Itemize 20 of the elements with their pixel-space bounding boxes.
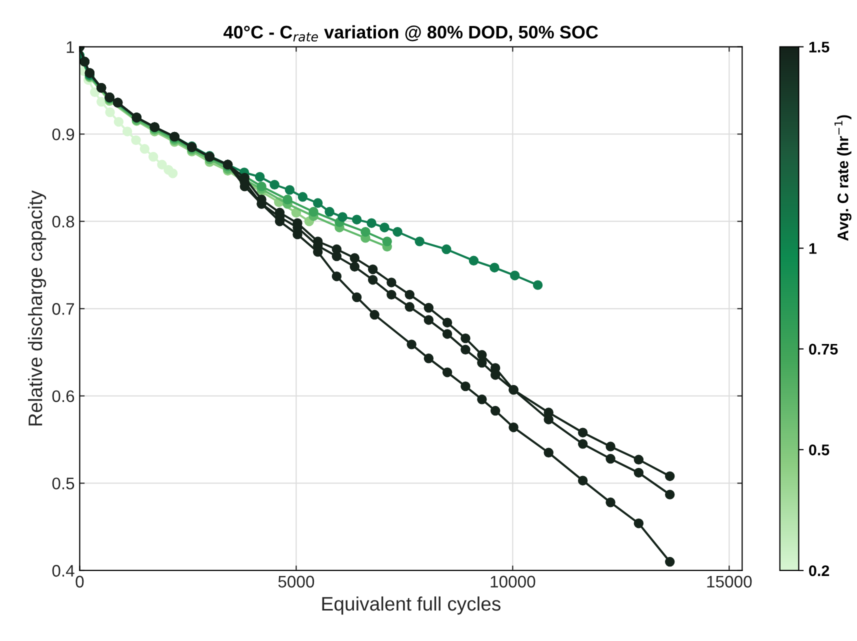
x-tick-label: 10000 xyxy=(490,576,536,588)
color-bar-label: 1.5 xyxy=(809,42,830,52)
color-bar-label: 0.5 xyxy=(809,444,830,456)
chart-title: 40°C - C$_{rate}$ variation @ 80% DOD, 50% SOC xyxy=(224,25,598,42)
x-tick-label: 0 xyxy=(76,576,84,588)
x-tick-label: 15000 xyxy=(707,576,752,588)
y-tick-label: 0.5 xyxy=(52,478,74,490)
y-tick-label: 0.4 xyxy=(52,564,74,577)
y-axis-title: Relative discharge capacity xyxy=(28,190,46,426)
x-tick-label: 5000 xyxy=(278,576,314,588)
y-tick-label: 1 xyxy=(66,41,74,53)
y-tick-label: 0.6 xyxy=(52,390,74,402)
y-tick-label: 0.7 xyxy=(52,303,74,315)
color-bar-label: 1 xyxy=(809,243,817,254)
color-bar-title: Avg. C rate (hr$^{−1}$) xyxy=(834,115,852,241)
y-tick-label: 0.8 xyxy=(52,216,74,228)
x-axis-title: Equivalent full cycles xyxy=(322,596,500,615)
color-bar-label: 0.75 xyxy=(809,344,838,355)
color-bar-label: 0.2 xyxy=(809,565,830,576)
y-tick-label: 0.9 xyxy=(52,128,74,140)
